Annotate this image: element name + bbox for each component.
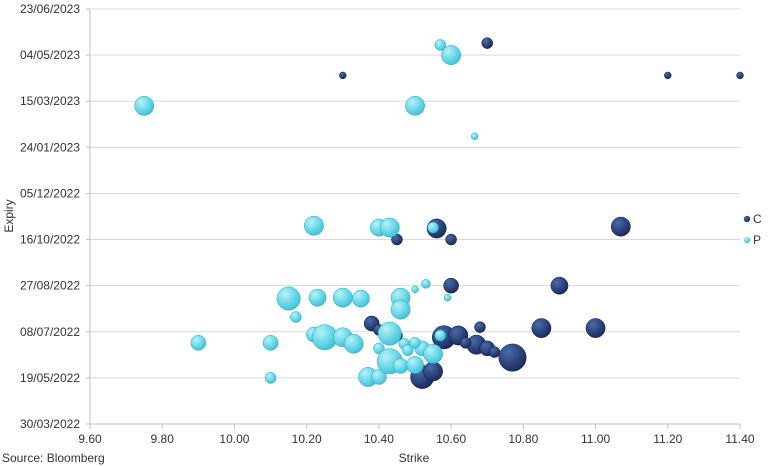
y-axis-title: Expiry — [2, 199, 16, 232]
x-tick-label: 10.80 — [508, 432, 538, 446]
bubble-c — [339, 71, 347, 80]
bubble-p — [411, 285, 419, 294]
bubble-p — [290, 311, 302, 323]
x-tick-label: 10.00 — [219, 432, 249, 446]
x-axis-title: Strike — [399, 451, 430, 465]
y-tick-label: 24/01/2023 — [20, 140, 80, 154]
bubble-p — [134, 95, 155, 116]
bubble-c — [443, 277, 459, 294]
bubble-p — [343, 333, 364, 354]
bubble-p — [443, 293, 452, 302]
bubble-c — [550, 276, 569, 295]
bubble-p — [352, 289, 370, 308]
legend-label-c: C — [753, 212, 762, 226]
bubble-p — [332, 287, 353, 308]
bubble-c — [459, 337, 472, 349]
bubble-c — [585, 318, 606, 338]
bubble-p — [421, 279, 431, 289]
bubble-p — [371, 369, 387, 385]
bubble-c — [531, 318, 552, 338]
x-tick-label: 9.80 — [151, 432, 175, 446]
source-note: Source: Bloomberg — [2, 451, 105, 465]
x-tick-label: 9.60 — [78, 432, 102, 446]
legend-label-p: P — [753, 233, 761, 247]
series-C — [339, 37, 744, 389]
y-tick-label: 15/03/2023 — [20, 94, 80, 108]
bubble-p — [402, 344, 414, 356]
y-tick-label: 08/07/2022 — [20, 325, 80, 339]
y-tick-label: 16/10/2022 — [20, 233, 80, 247]
bubble-p — [377, 321, 402, 346]
x-tick-label: 11.40 — [725, 432, 754, 446]
y-tick-label: 19/05/2022 — [20, 371, 80, 385]
bubble-p — [406, 356, 424, 374]
x-axis: 9.60 9.80 10.00 10.20 10.40 10.60 10.80 11.00 11… — [78, 423, 755, 446]
y-tick-label: 27/08/2022 — [20, 279, 80, 293]
bubble-c — [488, 346, 501, 358]
bubbles-layer — [134, 37, 744, 389]
y-tick-label: 05/12/2022 — [20, 186, 80, 200]
bubble-c — [610, 216, 631, 237]
bubble-p — [470, 132, 479, 140]
bubble-p — [434, 39, 447, 51]
bubble-c — [498, 343, 527, 372]
bubble-p — [405, 95, 425, 116]
legend-marker-p — [743, 236, 751, 244]
y-axis: 30/03/2022 19/05/2022 08/07/2022 27/08/2022… — [20, 2, 91, 431]
x-tick-label: 11.00 — [581, 432, 610, 446]
bubble-c — [474, 321, 486, 333]
x-tick-label: 10.60 — [436, 432, 466, 446]
x-tick-label: 10.40 — [364, 432, 394, 446]
bubble-p — [441, 45, 461, 65]
bubble-p — [190, 335, 207, 351]
bubble-p — [304, 215, 324, 236]
bubble-p — [423, 344, 443, 364]
bubble-p — [392, 358, 409, 374]
y-tick-label: 23/06/2023 — [20, 2, 80, 16]
x-tick-label: 11.20 — [653, 432, 682, 446]
bubble-p — [427, 221, 439, 234]
bubble-p — [262, 335, 279, 351]
series-P — [134, 39, 479, 387]
bubble-c — [664, 71, 672, 80]
bubble-p — [390, 299, 411, 320]
gridlines — [90, 8, 740, 425]
bubble-p — [276, 286, 301, 311]
bubble-c — [423, 361, 443, 382]
bubble-c — [736, 71, 744, 80]
bubble-p — [264, 372, 277, 384]
legend-marker-c — [743, 215, 751, 223]
y-tick-label: 04/05/2023 — [20, 48, 80, 62]
bubble-p — [308, 288, 327, 307]
bubble-c — [445, 233, 457, 246]
bubble-p — [373, 342, 385, 355]
y-tick-label: 30/03/2022 — [20, 417, 80, 431]
bubble-p — [379, 217, 400, 238]
bubble-c — [481, 37, 493, 49]
bubble-p — [434, 329, 447, 342]
bubble-p — [409, 337, 421, 349]
legend: CP — [743, 212, 762, 247]
x-tick-label: 10.20 — [292, 432, 322, 446]
